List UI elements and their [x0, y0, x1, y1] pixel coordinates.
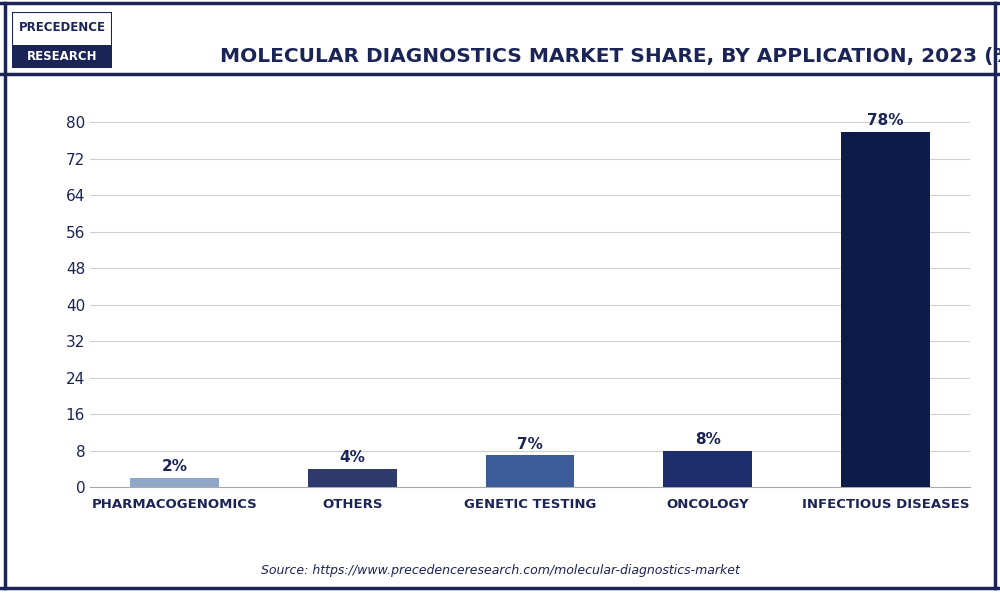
- Text: PRECEDENCE: PRECEDENCE: [18, 21, 106, 34]
- Text: MOLECULAR DIAGNOSTICS MARKET SHARE, BY APPLICATION, 2023 (%): MOLECULAR DIAGNOSTICS MARKET SHARE, BY A…: [220, 47, 1000, 66]
- Text: 4%: 4%: [339, 450, 365, 465]
- Text: 8%: 8%: [695, 432, 721, 447]
- Text: 78%: 78%: [867, 113, 904, 128]
- Bar: [308, 469, 397, 487]
- FancyBboxPatch shape: [12, 12, 112, 68]
- Text: Source: https://www.precedenceresearch.com/molecular-diagnostics-market: Source: https://www.precedenceresearch.c…: [261, 564, 739, 577]
- Bar: [663, 451, 752, 487]
- Text: RESEARCH: RESEARCH: [27, 50, 97, 63]
- Text: 7%: 7%: [517, 437, 543, 451]
- Bar: [130, 478, 219, 487]
- Bar: [841, 131, 930, 487]
- Bar: [486, 455, 574, 487]
- Text: 2%: 2%: [161, 459, 187, 475]
- FancyBboxPatch shape: [12, 45, 112, 68]
